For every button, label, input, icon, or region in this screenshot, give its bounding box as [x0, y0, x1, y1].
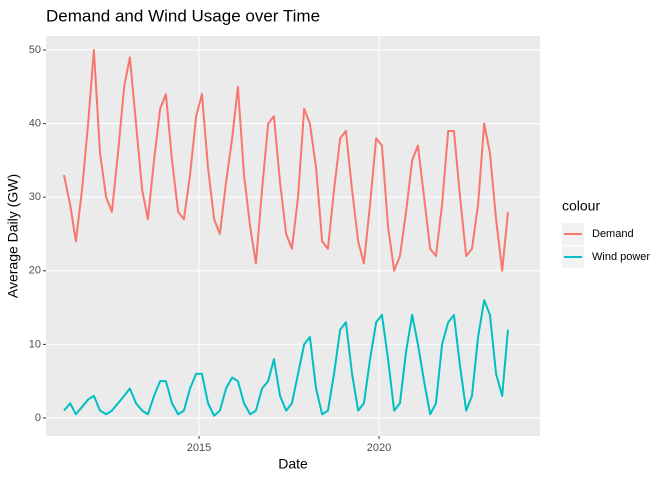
y-tick-label: 40 [29, 117, 41, 129]
data-line [63, 299, 509, 417]
data-line [63, 48, 509, 272]
x-tick-label: 2020 [367, 442, 391, 454]
chart-title: Demand and Wind Usage over Time [46, 6, 320, 25]
y-tick-label: 10 [29, 338, 41, 350]
legend-label: Demand [592, 228, 634, 240]
x-axis-title: Date [278, 456, 308, 472]
y-tick-label: 30 [29, 191, 41, 203]
y-axis-title: Average Daily (GW) [5, 174, 21, 298]
x-tick-label: 2015 [187, 442, 211, 454]
y-tick-label: 50 [29, 44, 41, 56]
y-tick-label: 20 [29, 265, 41, 277]
legend-label: Wind power [592, 251, 650, 263]
y-tick-label: 0 [35, 412, 41, 424]
legend-title: colour [562, 198, 600, 214]
